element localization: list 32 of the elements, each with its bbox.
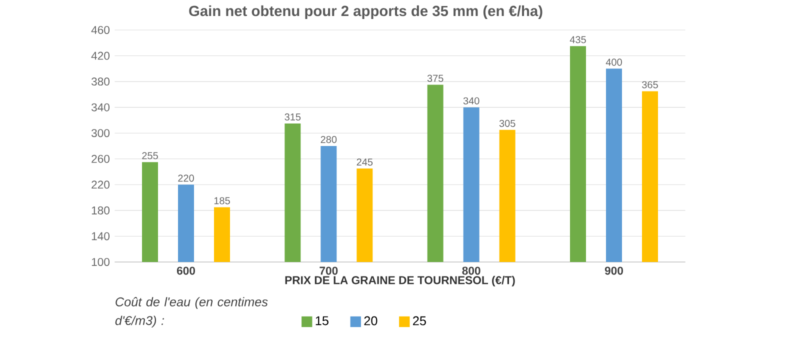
legend-label: 25: [413, 316, 426, 326]
data-label: 185: [214, 197, 230, 204]
legend-label: 15: [316, 316, 328, 326]
y-tick-label: 220: [92, 180, 110, 189]
x-tick-label: 800: [462, 266, 480, 275]
data-label: 220: [178, 174, 194, 182]
legend-title: Coût de l'eau (en centimes d'€/m3) :: [115, 297, 268, 328]
y-tick-label: 420: [91, 52, 110, 60]
data-label: 305: [499, 120, 516, 127]
data-label: 435: [570, 36, 586, 44]
data-label: 340: [463, 97, 480, 104]
chart-title: Gain net obtenu pour 2 apports de 35 mm (en €/ha): [189, 5, 542, 20]
data-label: 400: [606, 58, 622, 66]
legend-label: 20: [364, 316, 378, 326]
y-tick-label: 340: [92, 103, 110, 112]
data-label: 315: [284, 113, 301, 121]
data-label: 365: [642, 81, 658, 88]
data-label: 255: [142, 152, 158, 160]
y-tick-label: 100: [92, 258, 110, 266]
y-tick-label: 460: [91, 26, 110, 34]
y-tick-label: 380: [92, 78, 110, 86]
y-tick-label: 300: [92, 129, 110, 138]
data-label: 280: [320, 136, 337, 144]
x-tick-label: 700: [320, 266, 338, 275]
y-tick-label: 180: [92, 206, 110, 214]
data-label: 245: [356, 158, 373, 166]
y-tick-label: 140: [92, 232, 110, 240]
y-tick-label: 260: [92, 154, 110, 163]
x-axis-title: PRIX DE LA GRAINE DE TOURNESOL (€/T): [285, 276, 515, 286]
x-tick-label: 900: [604, 266, 623, 275]
x-tick-label: 600: [176, 266, 195, 275]
data-label: 375: [427, 74, 444, 82]
